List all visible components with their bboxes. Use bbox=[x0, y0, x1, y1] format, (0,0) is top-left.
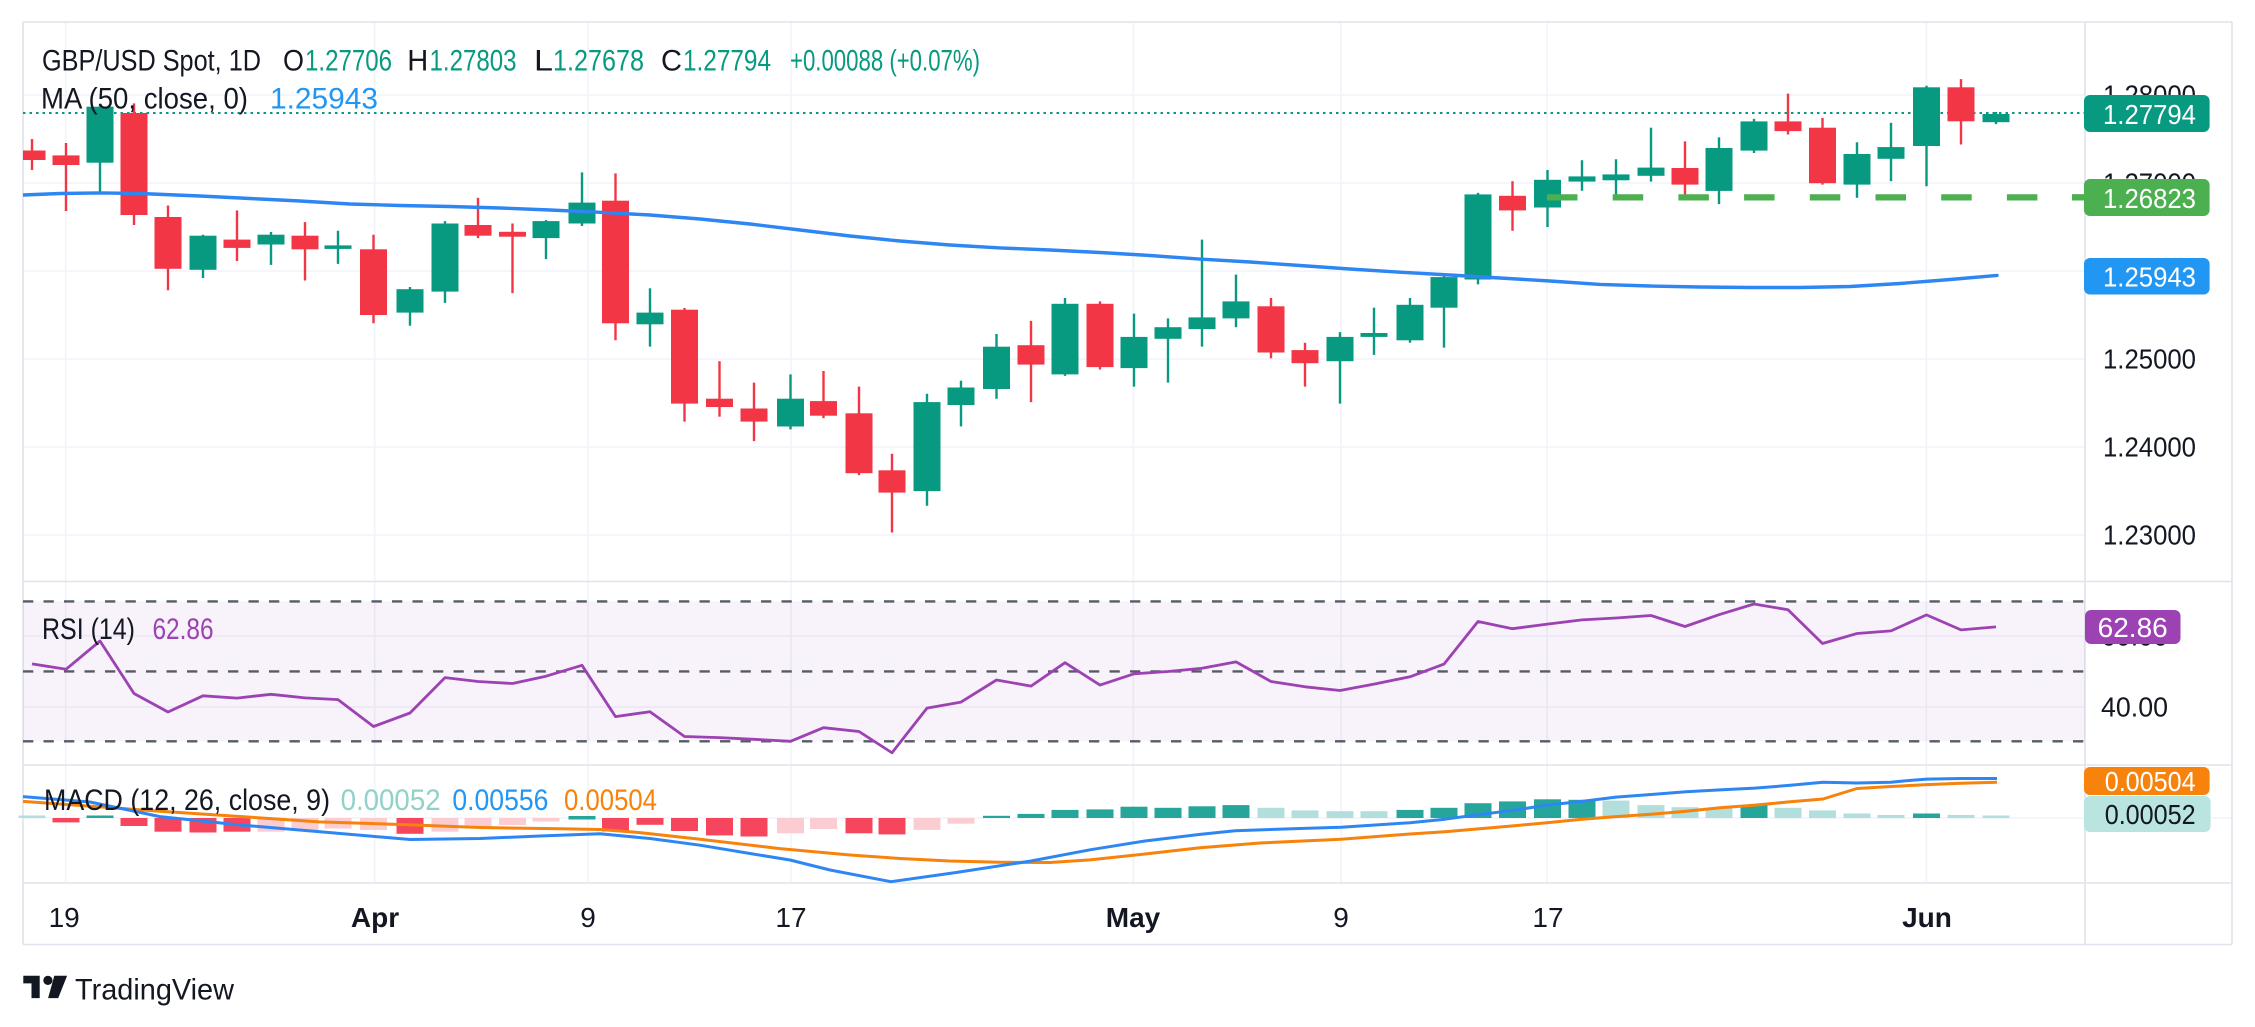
svg-text:MA (50, close, 0): MA (50, close, 0) bbox=[41, 83, 248, 116]
svg-text:1.27803: 1.27803 bbox=[430, 45, 517, 78]
svg-text:1.27794: 1.27794 bbox=[2103, 99, 2196, 130]
svg-text:1.26823: 1.26823 bbox=[2103, 183, 2196, 214]
svg-text:1.27794: 1.27794 bbox=[683, 45, 771, 78]
svg-text:L: L bbox=[534, 45, 553, 78]
svg-text:C: C bbox=[661, 45, 682, 78]
svg-text:H: H bbox=[407, 45, 428, 78]
svg-text:+0.00088 (+0.07%): +0.00088 (+0.07%) bbox=[790, 45, 980, 78]
svg-text:Apr: Apr bbox=[351, 902, 399, 933]
svg-text:RSI (14): RSI (14) bbox=[42, 613, 135, 646]
svg-text:O: O bbox=[283, 45, 304, 78]
svg-text:62.86: 62.86 bbox=[2098, 612, 2168, 643]
svg-text:May: May bbox=[1106, 902, 1161, 933]
svg-text:0.00556: 0.00556 bbox=[452, 784, 548, 817]
svg-text:1.25943: 1.25943 bbox=[2103, 262, 2196, 293]
svg-text:TradingView: TradingView bbox=[75, 974, 234, 1007]
svg-text:0.00504: 0.00504 bbox=[2105, 766, 2196, 797]
svg-text:17: 17 bbox=[1532, 902, 1563, 933]
svg-text:1.25000: 1.25000 bbox=[2103, 344, 2196, 375]
svg-text:0.00504: 0.00504 bbox=[564, 784, 657, 817]
svg-text:MACD (12, 26, close, 9): MACD (12, 26, close, 9) bbox=[44, 784, 330, 817]
svg-text:9: 9 bbox=[1333, 902, 1349, 933]
svg-text:17: 17 bbox=[775, 902, 806, 933]
svg-text:Jun: Jun bbox=[1902, 902, 1952, 933]
svg-text:GBP/USD Spot, 1D: GBP/USD Spot, 1D bbox=[42, 45, 261, 78]
svg-text:19: 19 bbox=[49, 902, 80, 933]
svg-text:62.86: 62.86 bbox=[153, 613, 214, 646]
svg-text:1.27706: 1.27706 bbox=[305, 45, 392, 78]
svg-text:0.00052: 0.00052 bbox=[2105, 799, 2196, 830]
svg-text:0.00052: 0.00052 bbox=[341, 784, 441, 817]
svg-text:1.24000: 1.24000 bbox=[2103, 432, 2196, 463]
svg-text:9: 9 bbox=[580, 902, 596, 933]
svg-text:1.27678: 1.27678 bbox=[553, 45, 644, 78]
svg-text:1.23000: 1.23000 bbox=[2103, 520, 2196, 551]
svg-text:40.00: 40.00 bbox=[2101, 692, 2168, 723]
svg-text:1.25943: 1.25943 bbox=[270, 83, 378, 116]
